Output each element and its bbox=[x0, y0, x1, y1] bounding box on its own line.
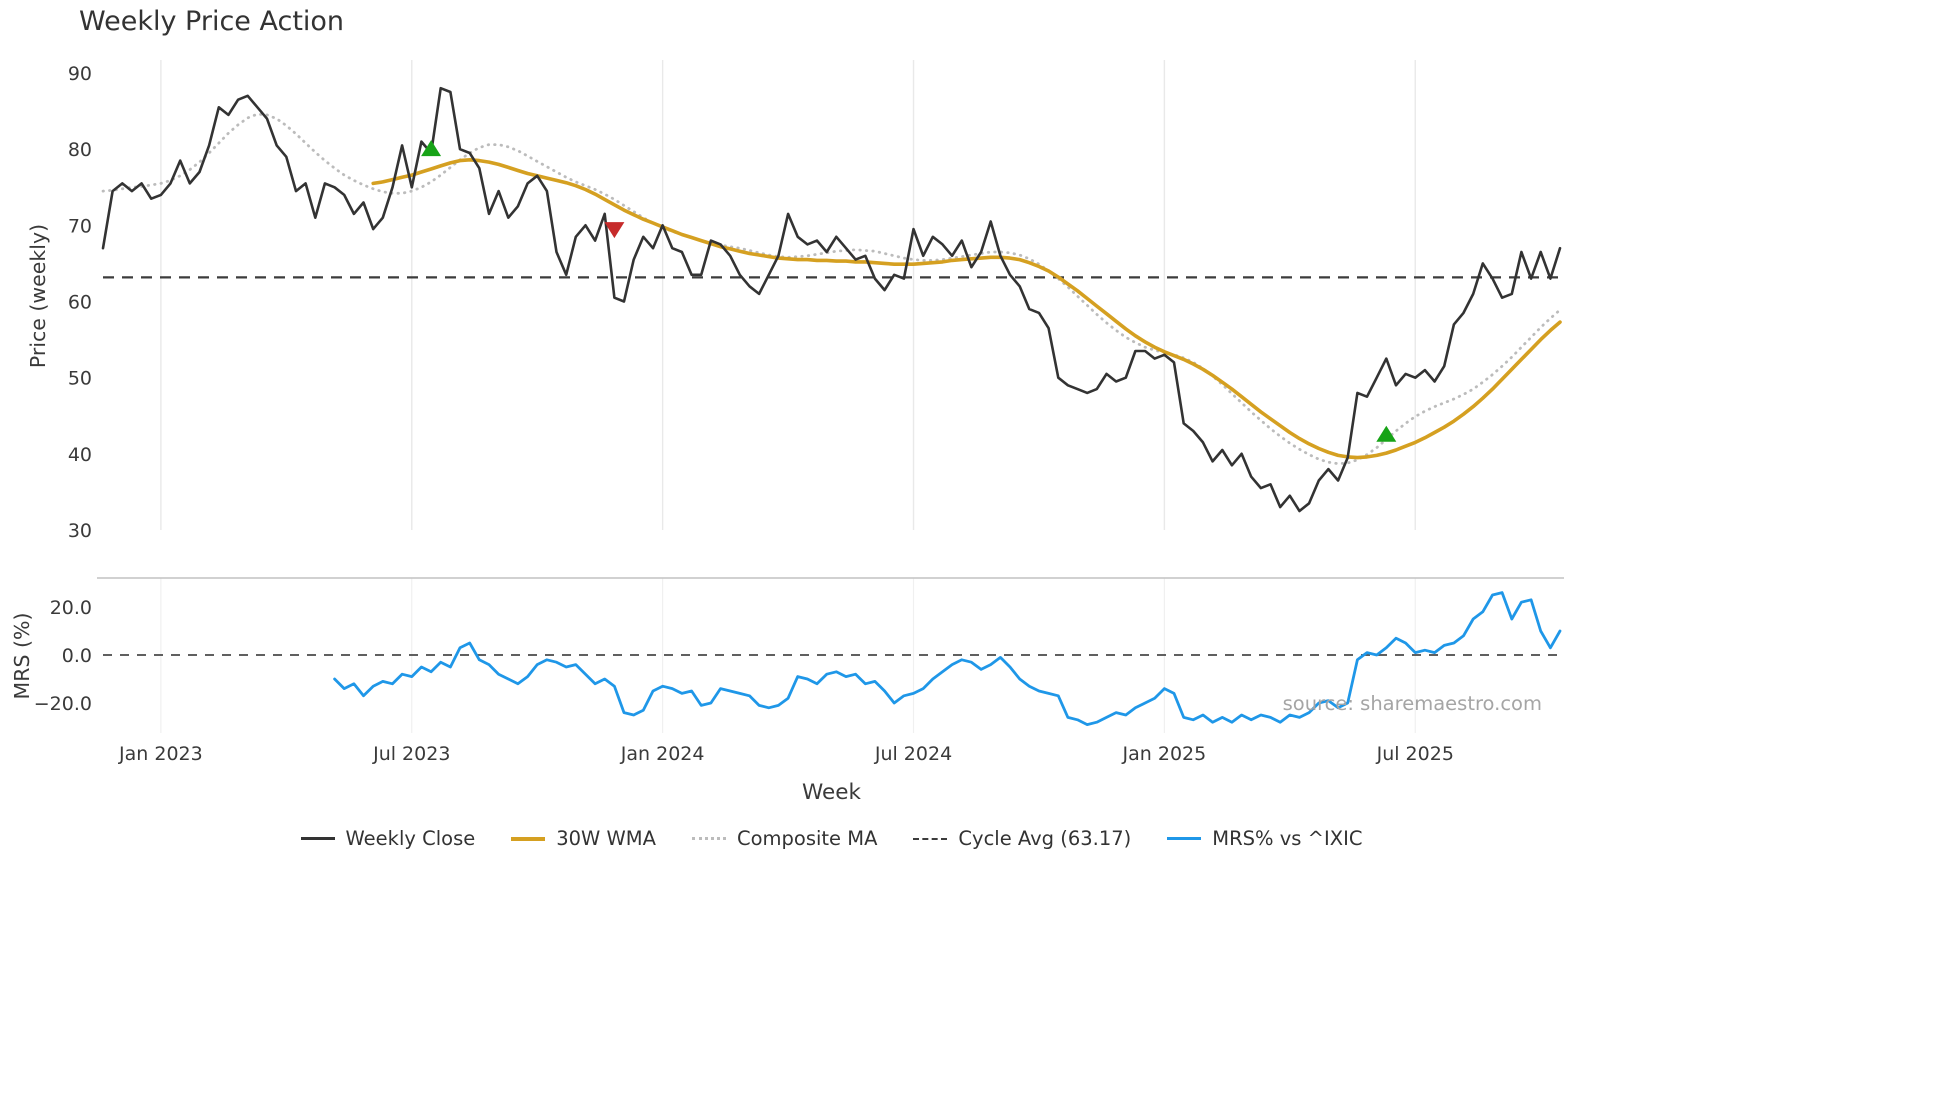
source-watermark: source: sharemaestro.com bbox=[1282, 692, 1542, 715]
x-tick-label: Jan 2025 bbox=[1122, 743, 1207, 765]
legend-label-30w-wma: 30W WMA bbox=[556, 827, 656, 850]
price-tick-label: 40 bbox=[68, 444, 92, 466]
series-weekly-close bbox=[101, 86, 1562, 513]
x-tick-label: Jul 2025 bbox=[1376, 743, 1454, 765]
price-tick-label: 50 bbox=[68, 368, 92, 390]
price-tick-label: 30 bbox=[68, 520, 92, 542]
legend-label-mrs: MRS% vs ^IXIC bbox=[1212, 827, 1363, 850]
mrs-swatch bbox=[1167, 837, 1202, 840]
x-tick-label: Jul 2023 bbox=[372, 743, 450, 765]
price-tick-label: 90 bbox=[68, 63, 92, 85]
cycle-avg-swatch bbox=[913, 837, 948, 840]
x-tick-label: Jan 2024 bbox=[620, 743, 705, 765]
price-tick-label: 80 bbox=[68, 139, 92, 161]
x-axis-label: Week bbox=[802, 780, 861, 805]
legend-label-composite-ma: Composite MA bbox=[736, 827, 878, 850]
mrs-tick-label: 0.0 bbox=[62, 645, 92, 667]
legend-item-30w-wma: 30W WMA bbox=[511, 827, 656, 850]
legend-label-weekly-close: Weekly Close bbox=[345, 827, 476, 850]
chart-legend: Weekly Close 30W WMA Composite MA Cycle … bbox=[103, 827, 1560, 850]
legend-label-cycle-avg: Cycle Avg (63.17) bbox=[958, 827, 1132, 850]
signal-marker-up bbox=[1376, 425, 1397, 442]
chart-title: Weekly Price Action bbox=[79, 6, 345, 37]
composite-ma-swatch bbox=[691, 837, 726, 840]
price-tick-label: 70 bbox=[68, 215, 92, 237]
x-tick-label: Jul 2024 bbox=[874, 743, 952, 765]
legend-item-mrs: MRS% vs ^IXIC bbox=[1167, 827, 1362, 850]
series-mrs-vs-ixic bbox=[333, 591, 1562, 726]
x-tick-label: Jan 2023 bbox=[118, 743, 203, 765]
series-30w-wma bbox=[371, 158, 1562, 460]
mrs-tick-label: 20.0 bbox=[50, 597, 92, 619]
signal-marker-up bbox=[421, 140, 442, 157]
price-tick-label: 60 bbox=[68, 292, 92, 314]
series-composite-ma bbox=[101, 112, 1562, 466]
wma-swatch bbox=[511, 836, 546, 841]
signal-marker-down bbox=[604, 222, 625, 239]
weekly-close-swatch bbox=[300, 837, 335, 840]
mrs-tick-label: −20.0 bbox=[34, 693, 92, 715]
legend-item-composite-ma: Composite MA bbox=[691, 827, 878, 850]
legend-item-weekly-close: Weekly Close bbox=[300, 827, 476, 850]
legend-item-cycle-avg: Cycle Avg (63.17) bbox=[913, 827, 1131, 850]
